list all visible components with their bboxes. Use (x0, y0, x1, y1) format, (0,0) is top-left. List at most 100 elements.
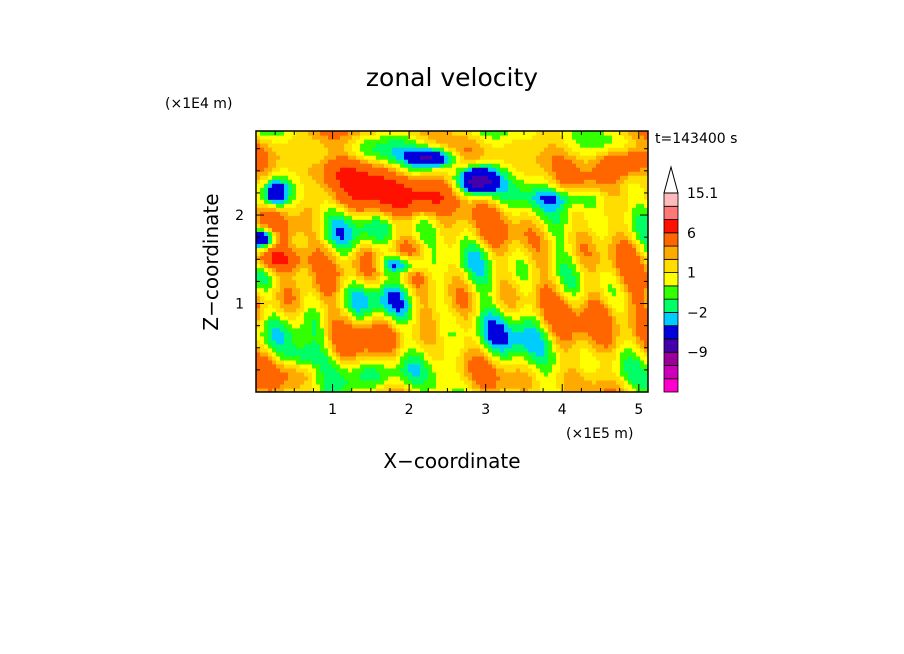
field-cell (500, 283, 505, 289)
field-cell (512, 299, 517, 305)
field-cell (416, 335, 421, 341)
field-cell (640, 211, 645, 216)
field-cell (444, 351, 449, 357)
field-cell (300, 207, 305, 212)
field-cell (340, 199, 345, 204)
field-cell (592, 387, 597, 392)
field-cell (408, 327, 413, 333)
field-cell (256, 243, 261, 249)
field-cell (440, 219, 445, 224)
field-cell (500, 371, 505, 377)
field-cell (580, 191, 585, 196)
field-cell (520, 283, 525, 289)
field-cell (316, 283, 321, 289)
field-cell (292, 235, 297, 241)
field-cell (512, 227, 517, 232)
field-cell (568, 327, 573, 333)
field-cell (456, 295, 461, 301)
field-cell (280, 207, 285, 212)
field-cell (360, 287, 365, 293)
field-cell (332, 263, 337, 269)
field-cell (264, 275, 269, 281)
field-cell (496, 195, 501, 200)
field-cell (528, 187, 533, 192)
field-cell (372, 351, 377, 357)
field-cell (348, 203, 353, 208)
field-cell (400, 331, 405, 337)
field-cell (372, 223, 377, 228)
field-cell (636, 299, 641, 305)
field-cell (332, 187, 337, 192)
field-cell (416, 291, 421, 297)
field-cell (620, 231, 625, 236)
field-cell (576, 275, 581, 281)
field-cell (296, 187, 301, 192)
field-cell (512, 247, 517, 253)
field-cell (332, 323, 337, 329)
field-cell (512, 243, 517, 249)
field-cell (512, 255, 517, 261)
field-cell (352, 339, 357, 345)
field-cell (644, 379, 648, 385)
field-cell (640, 267, 645, 273)
field-cell (580, 295, 585, 301)
field-cell (368, 235, 373, 241)
field-cell (396, 299, 401, 305)
field-cell (320, 199, 325, 204)
field-cell (404, 367, 409, 373)
field-cell (300, 291, 305, 297)
field-cell (428, 251, 433, 257)
field-cell (396, 235, 401, 241)
field-cell (500, 259, 505, 265)
field-cell (424, 239, 429, 245)
field-cell (420, 191, 425, 196)
field-cell (420, 335, 425, 341)
field-cell (488, 259, 493, 265)
field-cell (632, 195, 637, 200)
field-cell (268, 227, 273, 232)
field-cell (456, 227, 461, 232)
field-cell (272, 363, 277, 369)
field-cell (484, 319, 489, 325)
field-cell (544, 355, 549, 361)
field-cell (368, 259, 373, 265)
field-cell (372, 323, 377, 329)
field-cell (408, 379, 413, 385)
field-cell (424, 375, 429, 381)
field-cell (292, 379, 297, 385)
field-cell (504, 227, 509, 232)
field-cell (404, 335, 409, 341)
field-cell (620, 351, 625, 357)
field-cell (608, 359, 613, 365)
field-cell (556, 315, 561, 321)
field-cell (452, 263, 457, 269)
field-cell (628, 335, 633, 341)
field-cell (476, 235, 481, 241)
field-cell (472, 255, 477, 261)
field-cell (516, 219, 521, 224)
field-cell (548, 307, 553, 313)
field-cell (404, 295, 409, 301)
field-cell (316, 299, 321, 305)
field-cell (548, 359, 553, 365)
field-cell (604, 211, 609, 216)
field-cell (620, 271, 625, 277)
field-cell (392, 271, 397, 277)
field-cell (420, 291, 425, 297)
field-cell (504, 215, 509, 220)
field-cell (616, 311, 621, 317)
field-cell (360, 207, 365, 212)
field-cell (492, 223, 497, 228)
field-cell (472, 211, 477, 216)
field-cell (428, 187, 433, 192)
field-cell (520, 287, 525, 293)
field-cell (528, 223, 533, 228)
field-cell (364, 363, 369, 369)
field-cell (304, 359, 309, 365)
field-cell (348, 283, 353, 289)
field-cell (256, 291, 261, 297)
field-cell (532, 363, 537, 369)
field-cell (300, 387, 305, 392)
field-cell (456, 347, 461, 353)
field-cell (424, 371, 429, 377)
